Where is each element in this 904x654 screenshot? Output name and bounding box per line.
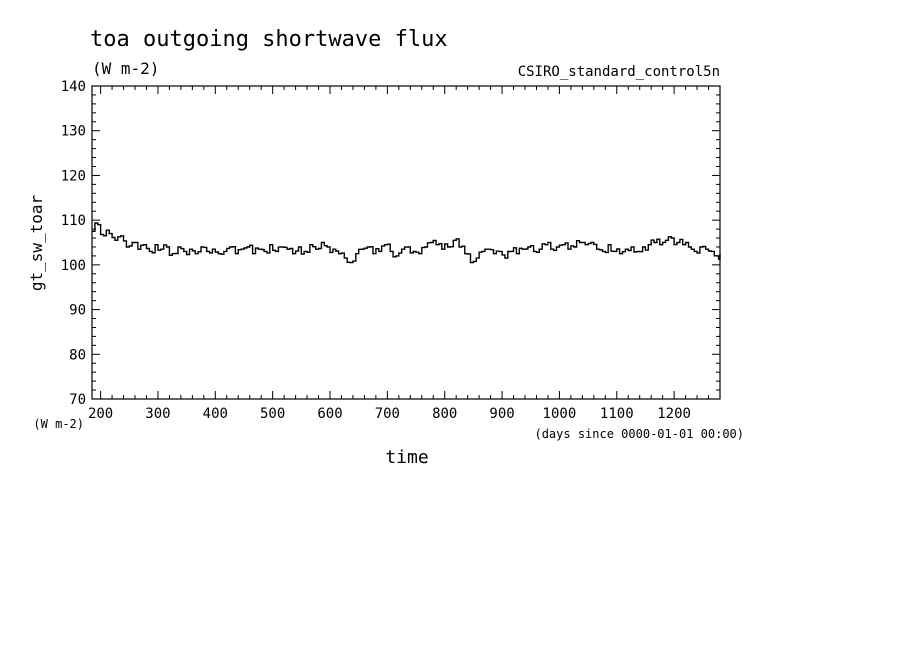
y-tick-label: 90 [69,303,86,319]
y-tick-label: 120 [61,168,86,184]
y-tick-label: 70 [69,392,86,408]
x-tick-label: 900 [489,406,514,422]
chart-subtitle: (W m-2) [92,59,159,78]
y-tick-label: 100 [61,258,86,274]
y-units-label: (W m-2) [33,417,84,431]
x-tick-label: 1200 [657,406,691,422]
chart-title: toa outgoing shortwave flux [90,27,448,52]
x-tick-label: 700 [375,406,400,422]
y-tick-label: 80 [69,347,86,363]
x-axis-label: time [385,447,428,468]
x-tick-label: 200 [88,406,113,422]
plot-frame [91,85,721,400]
x-tick-label: 1100 [600,406,634,422]
x-units-label: (days since 0000-01-01 00:00) [534,427,744,441]
y-tick-label: 130 [61,124,86,140]
x-tick-label: 1000 [543,406,577,422]
x-tick-label: 500 [260,406,285,422]
y-tick-label: 140 [61,79,86,95]
y-axis-label: gt_sw_toar [27,194,46,291]
run-label: CSIRO_standard_control5n [518,64,720,80]
tick-layer [92,85,721,400]
series-line [92,222,721,264]
x-tick-label: 600 [317,406,342,422]
x-tick-label: 300 [145,406,170,422]
x-tick-label: 400 [203,406,228,422]
tick-label-layer: 70 80 90 100 110 120 130 140 200 300 400 500 600 700 8… [61,79,691,422]
series-layer [92,222,721,264]
y-tick-label: 110 [61,213,86,229]
x-tick-label: 800 [432,406,457,422]
